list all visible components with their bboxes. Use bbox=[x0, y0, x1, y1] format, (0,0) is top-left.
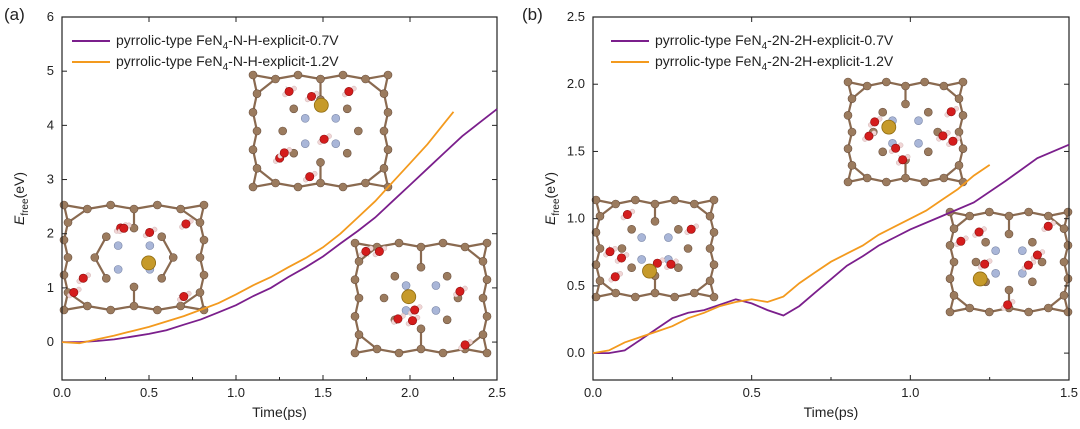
y-axis-title-unit: (eV) bbox=[542, 172, 558, 198]
y-tick-label: 1 bbox=[47, 280, 54, 295]
y-tick-label: 2 bbox=[47, 226, 54, 241]
x-tick-label: 0.5 bbox=[140, 385, 158, 400]
legend-entry: pyrrolic-type FeN4-N-H-explicit-1.2V bbox=[116, 53, 339, 73]
y-axis-title-symbol: E bbox=[542, 215, 558, 225]
x-tick-label: 1.0 bbox=[901, 385, 919, 400]
chart-panel-a: (a) 0.0 0.5 1.0 1.5 2.0 2.5 0 1 2 3 4 5 6 Time(ps) Efre… bbox=[4, 5, 506, 420]
x-axis-title: Time(ps) bbox=[804, 404, 859, 420]
legend-entry-subscript: 4 bbox=[762, 62, 768, 73]
plot-frame bbox=[61, 16, 498, 381]
x-tick-label: 0.0 bbox=[53, 385, 71, 400]
y-tick-label: 3 bbox=[47, 172, 54, 187]
legend-entry-suffix: -2N-2H-explicit-0.7V bbox=[767, 32, 894, 48]
x-tick-label: 0.5 bbox=[743, 385, 761, 400]
inset-molecule-b-left bbox=[591, 195, 719, 302]
y-axis-title-subscript: free bbox=[551, 198, 562, 216]
y-axis-title: Efree(eV) bbox=[11, 172, 31, 225]
y-tick-label: 1.0 bbox=[567, 211, 585, 226]
y-tick-label: 0 bbox=[47, 334, 54, 349]
x-tick-label: 2.0 bbox=[401, 385, 419, 400]
legend-entry-subscript: 4 bbox=[223, 62, 229, 73]
x-axis-title: Time(ps) bbox=[252, 404, 307, 420]
legend-entry-subscript: 4 bbox=[223, 41, 229, 52]
legend-entry: pyrrolic-type FeN4-2N-2H-explicit-0.7V bbox=[655, 32, 894, 52]
legend-entry-suffix: -2N-2H-explicit-1.2V bbox=[767, 53, 894, 69]
panel-label: (b) bbox=[522, 5, 543, 24]
y-axis-title: Efree(eV) bbox=[542, 172, 562, 225]
legend-entry-subscript: 4 bbox=[762, 41, 768, 52]
legend-entry: pyrrolic-type FeN4-2N-2H-explicit-1.2V bbox=[655, 53, 894, 73]
series-line-1 bbox=[62, 108, 498, 343]
y-tick-label: 0.5 bbox=[567, 278, 585, 293]
series-line-2 bbox=[61, 111, 455, 345]
y-tick-label: 1.5 bbox=[567, 143, 585, 158]
y-axis-title-unit: (eV) bbox=[11, 172, 27, 198]
series-line-1 bbox=[593, 143, 1070, 354]
x-tick-label: 1.5 bbox=[314, 385, 332, 400]
x-tick-label: 1.5 bbox=[1060, 385, 1078, 400]
chart-panel-b: (b) 0.0 0.5 1.0 1.5 0.0 0.5 1.0 1.5 2.0 2.5 Time(ps… bbox=[522, 5, 1078, 420]
panel-label: (a) bbox=[4, 5, 25, 24]
inset-molecule-b-top bbox=[843, 77, 968, 187]
inset-molecule-a-top bbox=[248, 70, 393, 192]
inset-molecule-b-right bbox=[945, 207, 1073, 317]
legend-entry-text: pyrrolic-type FeN bbox=[655, 53, 762, 69]
legend-entry-text: pyrrolic-type FeN bbox=[116, 53, 223, 69]
y-tick-label: 4 bbox=[47, 117, 54, 132]
y-tick-label: 2.5 bbox=[567, 9, 585, 24]
inset-molecule-a-right bbox=[350, 238, 492, 358]
y-tick-label: 5 bbox=[47, 63, 54, 78]
legend-entry: pyrrolic-type FeN4-N-H-explicit-0.7V bbox=[116, 32, 339, 52]
legend-entry-text: pyrrolic-type FeN bbox=[655, 32, 762, 48]
x-tick-label: 2.5 bbox=[488, 385, 506, 400]
x-tick-label: 0.0 bbox=[584, 385, 602, 400]
y-tick-label: 2.0 bbox=[567, 76, 585, 91]
inset-molecule-a-left bbox=[59, 200, 209, 315]
series-line-2 bbox=[592, 164, 991, 354]
y-tick-label: 6 bbox=[47, 9, 54, 24]
plot-frame bbox=[592, 16, 1070, 381]
legend-entry-suffix: -N-H-explicit-1.2V bbox=[228, 53, 339, 69]
legend-entry-suffix: -N-H-explicit-0.7V bbox=[228, 32, 339, 48]
x-tick-label: 1.0 bbox=[227, 385, 245, 400]
y-axis-title-subscript: free bbox=[20, 198, 31, 216]
y-axis-title-symbol: E bbox=[11, 215, 27, 225]
y-tick-label: 0.0 bbox=[567, 345, 585, 360]
legend-entry-text: pyrrolic-type FeN bbox=[116, 32, 223, 48]
